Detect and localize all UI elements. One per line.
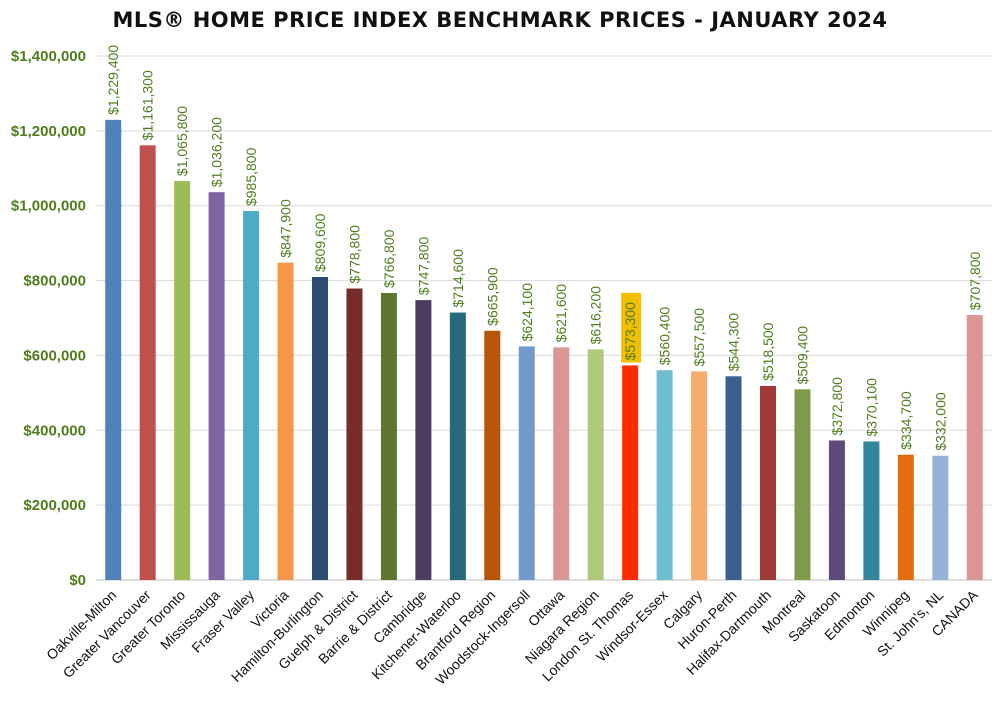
data-label: $616,200: [588, 286, 604, 345]
data-label: $560,400: [657, 307, 673, 366]
data-label: $707,800: [967, 251, 983, 310]
data-label: $847,900: [278, 199, 294, 258]
data-label: $778,800: [346, 225, 362, 284]
bar: [725, 376, 742, 580]
data-label: $714,600: [450, 249, 466, 308]
data-label: $1,065,800: [174, 106, 190, 176]
bar: [105, 119, 122, 580]
data-label: $1,161,300: [140, 70, 156, 140]
data-label: $621,600: [553, 284, 569, 343]
bar: [966, 315, 983, 580]
data-label: $985,800: [243, 147, 259, 206]
y-tick-label: $1,200,000: [11, 123, 86, 140]
bar: [932, 455, 949, 580]
bar: [380, 292, 397, 580]
data-label: $332,000: [932, 392, 948, 451]
bar: [449, 312, 466, 580]
bar: [277, 262, 294, 580]
data-label: $624,100: [519, 283, 535, 342]
y-tick-label: $1,000,000: [11, 198, 86, 215]
bar: [828, 440, 845, 580]
bar: [174, 181, 191, 580]
y-tick-label: $800,000: [23, 273, 86, 290]
data-label: $573,300: [622, 302, 638, 361]
bar: [553, 347, 570, 580]
data-label: $557,500: [691, 308, 707, 367]
chart-title: MLS® HOME PRICE INDEX BENCHMARK PRICES -…: [112, 8, 888, 32]
y-tick-label: $200,000: [23, 497, 86, 514]
bar: [484, 330, 501, 580]
y-tick-label: $600,000: [23, 347, 86, 364]
gridlines: [96, 55, 992, 581]
y-tick-label: $0: [69, 572, 86, 589]
bar: [587, 349, 604, 580]
y-tick-label: $400,000: [23, 422, 86, 439]
bar: [863, 441, 880, 580]
data-label: $370,100: [863, 378, 879, 437]
bar: [656, 370, 673, 580]
bar: [760, 385, 776, 580]
bar: [518, 346, 535, 580]
data-label: $665,900: [484, 267, 500, 326]
bar: [312, 276, 328, 580]
data-label: $509,400: [794, 326, 810, 385]
bar: [794, 389, 811, 580]
bar: [897, 454, 914, 580]
bar: [139, 145, 156, 581]
y-axis-ticks: $0 $200,000 $400,000 $600,000 $800,000 $1,000…: [11, 48, 86, 589]
data-label: $372,800: [829, 377, 845, 436]
bar: [622, 365, 639, 580]
bar: [346, 288, 363, 580]
data-label: $766,800: [381, 229, 397, 288]
data-label: $544,300: [726, 313, 742, 372]
bar: [691, 371, 708, 580]
data-labels: $1,229,400 $1,161,300 $1,065,800 $1,036,200…: [105, 45, 983, 451]
data-label: $1,229,400: [105, 45, 121, 115]
data-label: $809,600: [312, 213, 328, 272]
data-label: $747,800: [415, 237, 431, 296]
data-label: $334,700: [898, 391, 914, 450]
bar: [243, 211, 260, 580]
data-label: $1,036,200: [209, 117, 225, 187]
y-tick-label: $1,400,000: [11, 48, 86, 65]
bars: [105, 119, 983, 581]
highlight-label-background: [621, 292, 642, 363]
bar: [208, 192, 225, 580]
bar: [415, 300, 432, 580]
data-label: $518,500: [760, 322, 776, 381]
